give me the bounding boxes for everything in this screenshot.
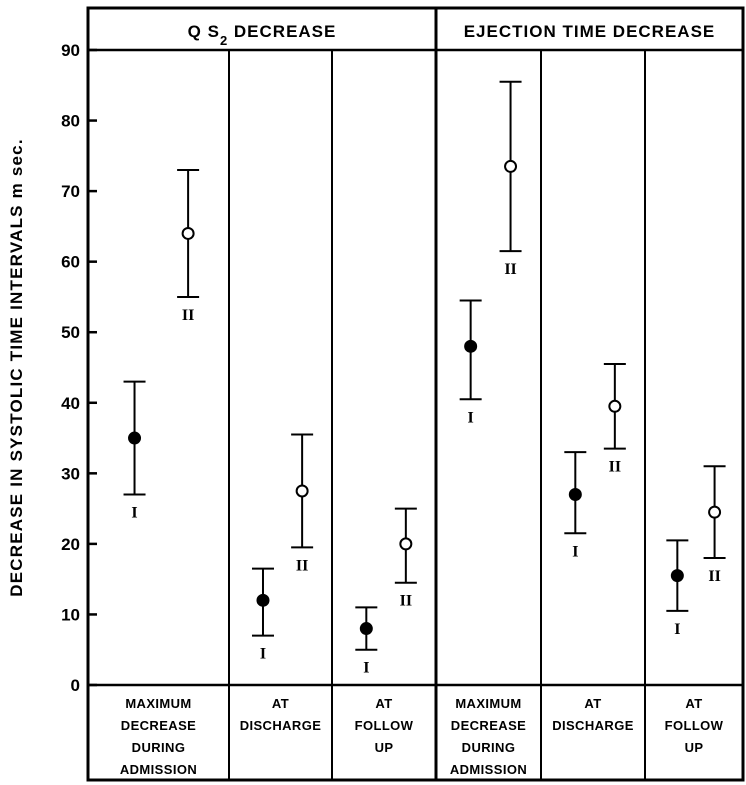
mean-marker bbox=[504, 159, 518, 173]
data-point-group-ii: II bbox=[703, 465, 726, 585]
mean-marker bbox=[464, 339, 478, 353]
mean-marker bbox=[359, 622, 373, 636]
group-label: II bbox=[609, 459, 621, 476]
data-point-group-i: I bbox=[123, 380, 146, 522]
y-tick-label: 0 bbox=[71, 676, 80, 695]
panel-title: EJECTION TIME DECREASE bbox=[464, 22, 716, 41]
y-tick-label: 30 bbox=[61, 464, 80, 483]
data-point-group-ii: II bbox=[291, 433, 314, 574]
group-label: II bbox=[400, 593, 412, 610]
y-tick-label: 70 bbox=[61, 182, 80, 201]
data-point-group-ii: II bbox=[394, 507, 417, 610]
y-tick-label: 10 bbox=[61, 605, 80, 624]
group-label: II bbox=[182, 307, 194, 324]
y-axis-label: DECREASE IN SYSTOLIC TIME INTERVALS m se… bbox=[7, 138, 26, 596]
data-point-group-ii: II bbox=[603, 362, 626, 476]
group-label: II bbox=[504, 261, 516, 278]
chart-frame bbox=[86, 6, 745, 782]
mean-marker bbox=[708, 505, 722, 519]
category-label: AT DISCHARGE bbox=[240, 696, 322, 733]
data-point-group-i: I bbox=[666, 539, 689, 638]
mean-marker bbox=[256, 593, 270, 607]
category-label: MAXIMUM DECREASE DURING ADMISSION bbox=[120, 696, 197, 777]
mean-marker bbox=[181, 226, 195, 240]
group-label: II bbox=[708, 568, 720, 585]
y-tick-label: 60 bbox=[61, 253, 80, 272]
category-label: AT FOLLOW UP bbox=[665, 696, 724, 755]
category-label: MAXIMUM DECREASE DURING ADMISSION bbox=[450, 696, 527, 777]
mean-marker bbox=[608, 399, 622, 413]
data-point-group-ii: II bbox=[499, 80, 522, 278]
group-label: I bbox=[468, 409, 474, 426]
data-point-group-i: I bbox=[355, 606, 378, 677]
group-label: I bbox=[572, 543, 578, 560]
group-label: I bbox=[260, 646, 266, 663]
group-label: I bbox=[363, 660, 369, 677]
group-label: I bbox=[131, 505, 137, 522]
data-point-group-i: I bbox=[251, 567, 274, 663]
mean-marker bbox=[670, 569, 684, 583]
mean-marker bbox=[295, 484, 309, 498]
mean-marker bbox=[128, 431, 142, 445]
category-label: AT FOLLOW UP bbox=[355, 696, 414, 755]
group-label: II bbox=[296, 557, 308, 574]
panel-title: Q S2 DECREASE bbox=[188, 22, 337, 48]
y-tick-label: 50 bbox=[61, 323, 80, 342]
category-label: AT DISCHARGE bbox=[552, 696, 634, 733]
y-tick-label: 90 bbox=[61, 41, 80, 60]
y-tick-label: 80 bbox=[61, 112, 80, 131]
data-point-group-i: I bbox=[564, 451, 587, 560]
y-tick-label: 20 bbox=[61, 535, 80, 554]
group-label: I bbox=[674, 621, 680, 638]
data-point-group-ii: II bbox=[177, 168, 200, 324]
mean-marker bbox=[568, 488, 582, 501]
mean-marker bbox=[399, 537, 413, 551]
y-tick-label: 40 bbox=[61, 394, 80, 413]
data-point-group-i: I bbox=[459, 299, 482, 426]
